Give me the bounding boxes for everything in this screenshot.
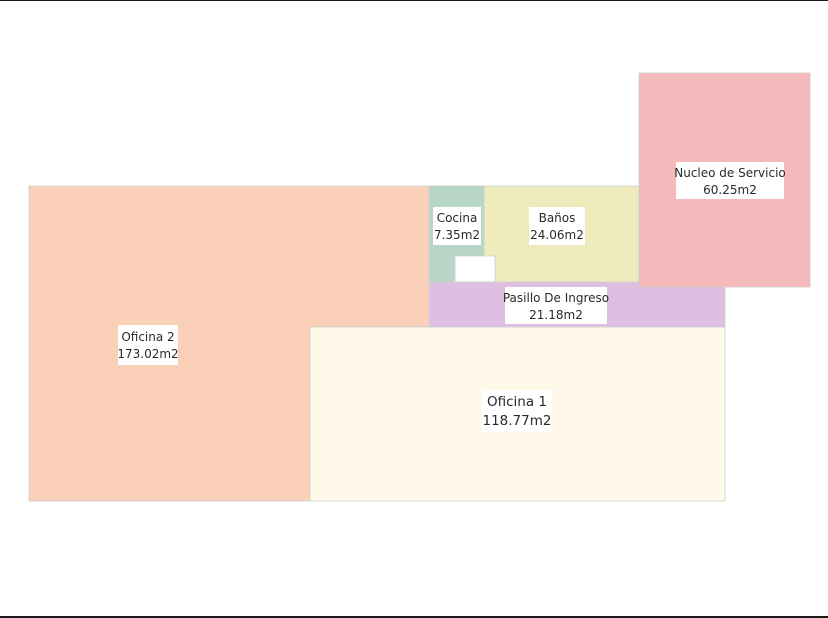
label-cocina-name: Cocina	[437, 211, 478, 225]
label-oficina-1-name: Oficina 1	[487, 394, 547, 410]
label-pasillo: Pasillo De Ingreso 21.18m2	[503, 287, 609, 324]
label-pasillo-name: Pasillo De Ingreso	[503, 291, 609, 305]
label-nucleo: Nucleo de Servicio 60.25m2	[674, 162, 786, 199]
label-oficina-2-area: 173.02m2	[117, 347, 178, 361]
label-banos-area: 24.06m2	[530, 228, 584, 242]
kitchen-fixture	[454, 255, 496, 283]
label-oficina-2-name: Oficina 2	[121, 330, 174, 344]
label-banos-name: Baños	[539, 211, 576, 225]
label-cocina: Cocina 7.35m2	[433, 207, 481, 245]
label-nucleo-area: 60.25m2	[703, 183, 757, 197]
label-oficina-1-area: 118.77m2	[483, 413, 552, 429]
label-nucleo-name: Nucleo de Servicio	[674, 166, 786, 180]
label-cocina-area: 7.35m2	[434, 228, 480, 242]
label-banos: Baños 24.06m2	[529, 207, 585, 245]
label-oficina-2: Oficina 2 173.02m2	[117, 325, 179, 365]
label-oficina-1: Oficina 1 118.77m2	[482, 390, 552, 432]
label-pasillo-area: 21.18m2	[529, 308, 583, 322]
